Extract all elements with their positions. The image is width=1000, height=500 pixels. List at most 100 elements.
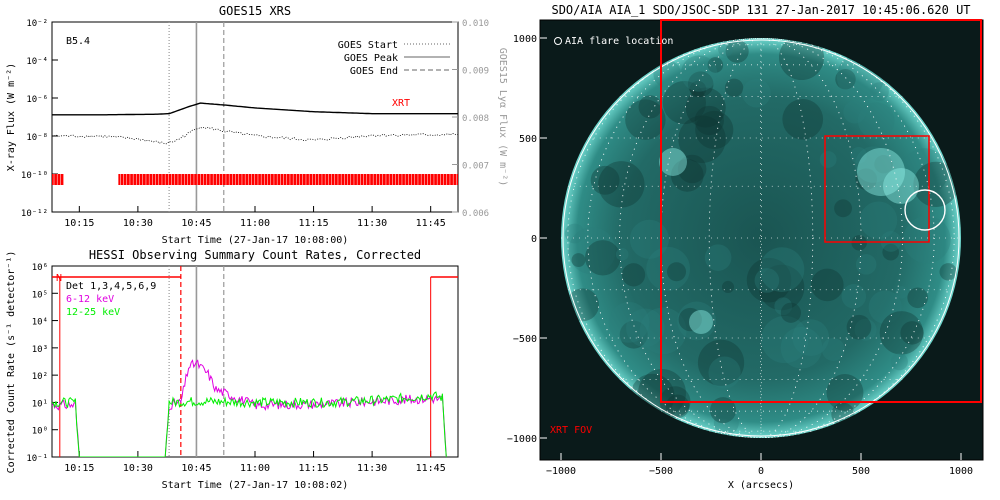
sun-texture-blob <box>843 100 867 124</box>
goes-y-tick-label: 10⁻⁸ <box>26 133 48 143</box>
sun-texture-blob <box>678 307 702 332</box>
sun-texture-blob <box>677 301 717 341</box>
hessi-series-1 <box>52 391 447 457</box>
sun-texture-blob <box>907 287 928 309</box>
hessi-x-tick-label: 10:30 <box>123 463 153 474</box>
hessi-series-0 <box>52 359 447 457</box>
goes-legend-label: GOES Peak <box>344 53 398 64</box>
hessi-x-label: Start Time (27-Jan-17 10:08:02) <box>162 480 349 491</box>
aia-x-tick-label: 1000 <box>949 466 973 477</box>
sun-texture-blob <box>666 262 687 282</box>
goes-x-tick-label: 10:30 <box>123 218 153 229</box>
hessi-x-tick-label: 11:45 <box>416 463 446 474</box>
goes-y-tick-label-right: 0.007 <box>462 162 489 172</box>
goes-y-tick-label-right: 0.006 <box>462 209 489 219</box>
goes-y-tick-label: 10⁻⁶ <box>26 95 48 105</box>
aia-x-axis: −1000 −500 0 500 1000 <box>546 453 973 477</box>
hessi-y-tick-label: 10⁴ <box>32 318 48 328</box>
goes-title: GOES15 XRS <box>219 4 291 18</box>
sun-texture-blob <box>619 320 648 349</box>
sun-texture-blob <box>759 247 805 292</box>
aia-y-tick-label: 1000 <box>513 34 537 45</box>
grid-longitude <box>619 38 903 438</box>
sun-texture-blob <box>590 165 620 195</box>
flare-circle <box>904 189 946 231</box>
sun-texture-blob <box>882 243 900 261</box>
sun-texture-blob <box>694 105 724 136</box>
sun-texture-blob <box>678 115 726 163</box>
hessi-x-tick-label: 10:15 <box>64 463 94 474</box>
goes-x-tick-label: 11:45 <box>416 218 446 229</box>
hessi-n-label: N <box>56 273 62 284</box>
goes-y-axis-right: 0.010 0.009 0.008 0.007 0.006 <box>452 19 489 219</box>
hessi-y-tick-label: 10¹ <box>32 399 48 409</box>
sun-texture-blob <box>687 71 714 97</box>
goes-y-tick-label: 10⁻¹² <box>21 209 48 219</box>
sun-texture-blob <box>677 154 707 184</box>
sun-texture-blob <box>564 223 585 244</box>
sun-texture-blob <box>670 159 704 192</box>
hessi-x-axis: 10:15 10:30 10:45 11:00 11:15 11:30 11:45 <box>64 451 446 474</box>
goes-y-label-right: GOES15 Lyα Flux (W m⁻²) <box>497 48 508 186</box>
sun-texture-blob <box>638 95 662 119</box>
sun-texture-blob <box>629 219 669 259</box>
sun-texture-blob <box>689 80 707 98</box>
sun-texture-blob <box>746 257 792 303</box>
aia-y-tick-label: 500 <box>519 134 537 145</box>
sun-texture-blob <box>835 68 856 90</box>
active-region <box>689 310 713 334</box>
sun-texture-blob <box>874 155 893 174</box>
hessi-legend-6-12: 6-12 keV <box>66 294 114 305</box>
goes-xrt-label: XRT <box>392 98 410 109</box>
flare-location-icon <box>554 37 562 45</box>
sun-texture-blob <box>725 39 749 63</box>
hessi-x-tick-label: 11:30 <box>357 463 387 474</box>
sun-texture-blob <box>774 297 793 316</box>
aia-y-axis: 1000 500 0 −500 −1000 <box>507 34 547 445</box>
sun-texture-blob <box>895 286 908 299</box>
grid-longitude <box>567 38 955 438</box>
sun-texture-blob <box>742 78 771 108</box>
hessi-y-label: Corrected Count Rate (s⁻¹ detector⁻¹) <box>6 251 17 474</box>
sun-texture <box>564 38 959 436</box>
sun-texture-blob <box>778 38 825 81</box>
sun-texture-blob <box>859 201 898 239</box>
hessi-x-tick-label: 10:45 <box>181 463 211 474</box>
sun-texture-blob <box>879 311 924 355</box>
goes-legend: GOES Start GOES Peak GOES End <box>338 40 450 77</box>
sun-texture-blob <box>709 397 737 424</box>
grid-longitude <box>587 38 935 438</box>
sun-texture-blob <box>846 314 872 340</box>
goes-x-tick-label: 10:45 <box>181 218 211 229</box>
sun-texture-blob <box>571 253 586 267</box>
active-region <box>659 148 687 176</box>
sun-texture-blob <box>855 254 877 275</box>
sun-texture-blob <box>890 353 908 371</box>
sun-texture-blob <box>854 318 877 341</box>
goes-series-1 <box>52 126 458 145</box>
sun-texture-blob <box>685 87 726 128</box>
sun-texture-blob <box>811 268 844 302</box>
aia-x-tick-label: −1000 <box>546 466 576 477</box>
hessi-x-tick-label: 11:15 <box>299 463 329 474</box>
goes-xrt-coverage <box>118 174 458 185</box>
sun-texture-blob <box>724 78 744 97</box>
goes-legend-label: GOES End <box>350 66 398 77</box>
sun-texture-blob <box>913 161 959 207</box>
sun-texture-blob <box>662 80 706 125</box>
aia-y-tick-label: 0 <box>531 234 537 245</box>
sun-texture-blob <box>697 339 745 386</box>
goes-x-tick-label: 11:15 <box>299 218 329 229</box>
goes-x-label: Start Time (27-Jan-17 10:08:00) <box>162 235 349 246</box>
aia-panel: SDO/AIA AIA_1 SDO/JSOC-SDP 131 27-Jan-20… <box>507 3 984 491</box>
sun-texture-blob <box>665 394 690 419</box>
sun-texture-blob <box>857 102 895 139</box>
sun-texture-blob <box>900 148 949 196</box>
goes-panel: GOES15 XRS 10⁻² 10⁻⁴ 10⁻⁶ 10⁻⁸ 10⁻¹⁰ 10⁻¹² 0.… <box>6 4 508 246</box>
sun-texture-blob <box>621 263 646 287</box>
sun-texture-blob <box>841 284 867 309</box>
aia-overlays <box>660 19 982 403</box>
hessi-y-tick-label: 10² <box>32 372 48 382</box>
goes-y-axis: 10⁻² 10⁻⁴ 10⁻⁶ 10⁻⁸ 10⁻¹⁰ 10⁻¹² <box>21 19 58 219</box>
grid-longitude <box>708 38 814 438</box>
